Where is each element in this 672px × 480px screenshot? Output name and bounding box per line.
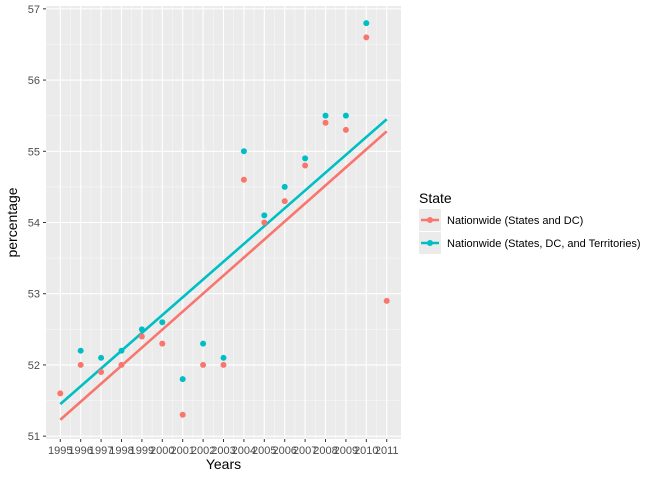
data-point (118, 361, 125, 368)
x-tick-label: 2007 (293, 445, 317, 457)
y-tick-label: 56 (28, 75, 40, 87)
data-point (138, 333, 145, 340)
x-tick-label: 1997 (89, 445, 113, 457)
x-tick-label: 1999 (130, 445, 154, 457)
x-tick-label: 2009 (334, 445, 358, 457)
legend-label: Nationwide (States and DC) (447, 215, 583, 227)
legend-key-point (427, 240, 433, 246)
y-tick-label: 51 (28, 431, 40, 443)
x-tick-label: 2008 (313, 445, 337, 457)
y-tick-label: 57 (28, 4, 40, 16)
data-point (261, 212, 268, 219)
data-point (240, 176, 247, 183)
data-point (200, 340, 207, 347)
data-point (302, 155, 309, 162)
data-point (159, 319, 166, 326)
x-tick-label: 2000 (150, 445, 174, 457)
data-point (281, 183, 288, 190)
trend-line (59, 118, 388, 406)
x-tick-label: 1995 (48, 445, 72, 457)
data-point (220, 354, 227, 361)
data-point (77, 361, 84, 368)
x-tick-label: 2011 (375, 445, 399, 457)
y-tick-label: 55 (28, 146, 40, 158)
data-point (322, 119, 329, 126)
x-tick-label: 2004 (232, 445, 256, 457)
y-tick-label: 54 (28, 218, 40, 230)
data-point (179, 376, 186, 383)
data-point (240, 148, 247, 155)
x-tick-label: 2010 (354, 445, 378, 457)
data-point (383, 297, 390, 304)
y-tick-label: 53 (28, 289, 40, 301)
x-tick-label: 1998 (109, 445, 133, 457)
x-axis-title: Years (206, 456, 241, 472)
data-point (77, 347, 84, 354)
legend: State Nationwide (States and DC) Nationwi… (419, 190, 641, 254)
data-point (98, 354, 105, 361)
trend-line (59, 130, 388, 421)
data-point (281, 198, 288, 205)
legend-title: State (419, 190, 452, 206)
data-point (322, 112, 329, 119)
x-tick-label: 2003 (211, 445, 235, 457)
y-axis: 51 52 53 54 55 56 57 (28, 4, 46, 443)
data-point (179, 411, 186, 418)
data-point (200, 361, 207, 368)
y-axis-title: percentage (4, 187, 20, 257)
x-tick-label: 2002 (191, 445, 215, 457)
data-point (363, 34, 370, 41)
data-point (98, 369, 105, 376)
data-point (57, 390, 64, 397)
data-point (220, 361, 227, 368)
data-point (342, 112, 349, 119)
data-point (363, 20, 370, 27)
legend-label: Nationwide (States, DC, and Territories) (447, 238, 641, 250)
y-tick-label: 52 (28, 360, 40, 372)
x-tick-label: 2001 (170, 445, 194, 457)
data-point (342, 126, 349, 133)
x-tick-label: 2005 (252, 445, 276, 457)
x-tick-label: 1996 (68, 445, 92, 457)
data-point (159, 340, 166, 347)
data-point (138, 326, 145, 333)
data-point (118, 347, 125, 354)
x-axis: 1995199619971998199920002001200220032004… (48, 439, 399, 457)
x-tick-label: 2006 (272, 445, 296, 457)
data-point (261, 219, 268, 226)
legend-key-point (427, 217, 433, 223)
data-points (57, 20, 390, 418)
data-point (302, 162, 309, 169)
trend-lines (59, 118, 388, 421)
